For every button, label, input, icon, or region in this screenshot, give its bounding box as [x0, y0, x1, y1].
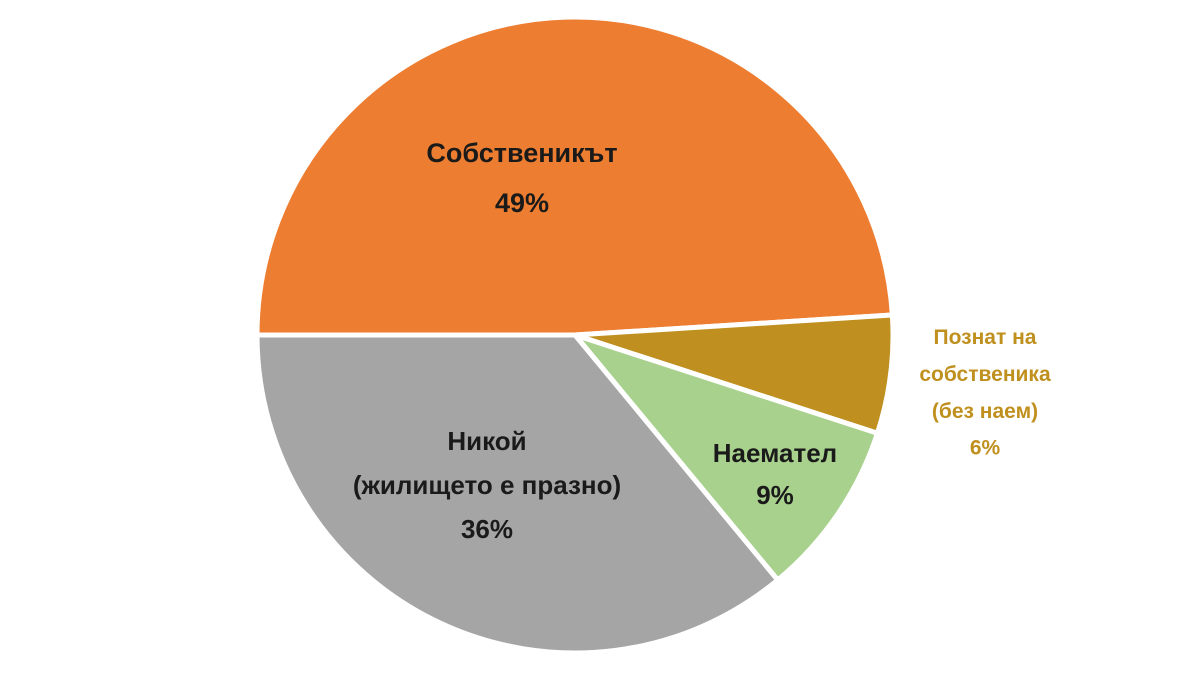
pie-slice — [572, 332, 880, 583]
pie-slice — [254, 332, 781, 656]
slice-label: Наемател — [713, 438, 837, 468]
value-label: 6% — [970, 437, 1001, 460]
slice-label: Познат на собственика (без наем) — [919, 326, 1051, 423]
value-label: 49% — [495, 188, 549, 218]
value-label: 36% — [461, 514, 513, 544]
slice-label: Никой (жилището е празно) — [353, 426, 621, 500]
slice-label: Собственикът — [426, 138, 617, 168]
pie-slice — [254, 14, 895, 338]
value-label: 9% — [756, 480, 794, 510]
